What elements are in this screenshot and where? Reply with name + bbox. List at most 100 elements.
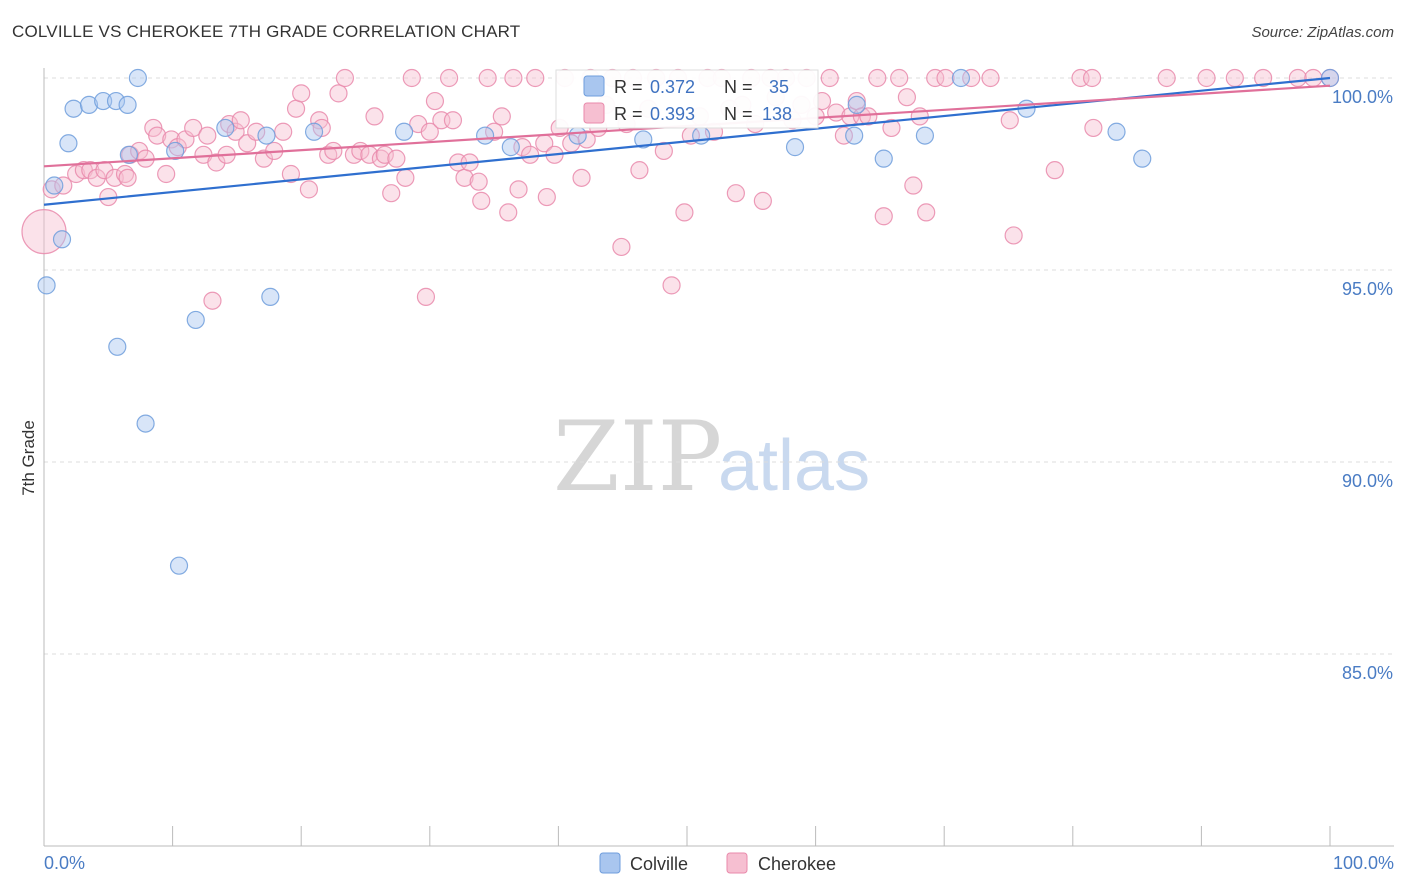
y-tick-label-1: 95.0%: [1342, 279, 1393, 299]
colville-point: [79, 95, 99, 114]
stats-box: R = 0.372 N = 35 R = 0.393 N = 138: [555, 69, 819, 129]
cherokee-point: [504, 68, 523, 88]
cherokee-point: [247, 122, 266, 141]
cherokee-point: [1045, 161, 1064, 180]
cherokee-point: [105, 168, 124, 187]
cherokee-point: [469, 172, 488, 191]
cherokee-point: [207, 153, 226, 172]
colville-point: [106, 91, 126, 111]
cherokee-point: [485, 122, 504, 141]
legend: Colville Cherokee: [599, 852, 836, 874]
cherokee-point: [890, 68, 909, 88]
cherokee-point: [820, 68, 839, 88]
cherokee-point: [834, 126, 853, 145]
y-axis-label: 7th Grade: [19, 420, 38, 496]
cherokee-point: [726, 184, 745, 203]
cherokee-point: [226, 122, 245, 141]
cherokee-point: [917, 203, 936, 222]
cherokee-point: [1197, 68, 1216, 88]
cherokee-point: [299, 180, 319, 199]
cherokee-point: [1082, 68, 1102, 88]
colville-point: [108, 337, 127, 356]
stats-colville-n-value: 35: [769, 77, 789, 97]
cherokee-point: [981, 68, 1000, 88]
cherokee-point: [387, 149, 406, 168]
legend-cherokee-label: Cherokee: [758, 854, 836, 874]
y-tick-labels: 100.0% 95.0% 90.0% 85.0%: [1332, 87, 1393, 683]
cherokee-point: [897, 88, 917, 107]
cherokee-point: [874, 207, 893, 226]
colville-point: [874, 149, 893, 168]
colville-point: [1133, 149, 1152, 168]
x-tick-label-min: 0.0%: [44, 853, 85, 873]
stats-colville-r-label: R =: [614, 77, 643, 97]
cherokee-point: [324, 141, 343, 161]
colville-points: [37, 68, 1340, 575]
cherokee-point: [1004, 226, 1023, 245]
colville-point: [128, 68, 147, 88]
cherokee-point: [274, 122, 293, 141]
stats-colville-r-value: 0.372: [650, 77, 695, 97]
cherokee-point: [478, 68, 497, 88]
cherokee-point: [203, 291, 222, 310]
colville-point: [94, 91, 113, 111]
cherokee-point: [868, 68, 887, 88]
gridlines: [44, 77, 1394, 655]
cherokee-point: [118, 168, 137, 187]
cherokee-point: [425, 91, 445, 111]
cherokee-point: [439, 68, 459, 88]
cherokee-point: [365, 107, 384, 126]
cherokee-point: [521, 145, 540, 164]
cherokee-point: [962, 68, 981, 88]
stats-cherokee-r-value: 0.393: [650, 104, 695, 124]
colville-point: [216, 118, 235, 138]
cherokee-point: [416, 287, 436, 306]
colville-point: [304, 122, 324, 141]
cherokee-point: [472, 191, 491, 210]
cherokee-point: [904, 176, 923, 195]
cherokee-point: [612, 237, 631, 257]
cherokee-point: [1157, 68, 1176, 88]
cherokee-point: [926, 68, 945, 88]
cherokee-point: [654, 141, 673, 161]
cherokee-point: [420, 122, 439, 141]
cherokee-point: [87, 168, 106, 187]
colville-point: [785, 138, 805, 157]
colville-point: [45, 176, 64, 195]
colville-point: [166, 141, 185, 161]
watermark-zip: ZIP: [553, 401, 722, 513]
colville-point: [52, 230, 72, 249]
y-tick-label-2: 90.0%: [1342, 471, 1393, 491]
cherokee-point: [335, 68, 355, 88]
colville-point: [501, 138, 520, 157]
cherokee-point: [148, 126, 167, 145]
x-tick-label-max: 100.0%: [1333, 853, 1394, 873]
cherokee-point: [329, 84, 348, 103]
cherokee-point: [1254, 68, 1273, 88]
cherokee-point: [286, 99, 306, 118]
cherokee-point: [526, 68, 545, 88]
colville-point: [257, 126, 276, 145]
chart-title: COLVILLE VS CHEROKEE 7TH GRADE CORRELATI…: [12, 22, 521, 41]
cherokee-point: [859, 107, 878, 126]
stats-colville-swatch: [583, 75, 605, 97]
cherokee-point: [492, 107, 511, 126]
stats-cherokee-swatch: [583, 102, 605, 124]
cherokee-point: [292, 84, 311, 103]
cherokee-point: [882, 118, 901, 138]
cherokee-point: [1288, 68, 1307, 88]
cherokee-point: [1225, 68, 1244, 88]
colville-point: [394, 122, 414, 141]
stats-cherokee-r-label: R =: [614, 104, 643, 124]
colville-point: [951, 68, 971, 88]
cherokee-point: [753, 191, 772, 210]
source-label: Source: ZipAtlas.com: [1251, 24, 1394, 41]
y-tick-label-0: 100.0%: [1332, 87, 1393, 107]
colville-point: [186, 310, 205, 330]
colville-point: [475, 126, 495, 145]
cherokee-point: [1000, 111, 1019, 130]
cherokee-point: [396, 168, 415, 187]
cherokee-point: [254, 149, 274, 168]
stats-cherokee-n-value: 138: [762, 104, 792, 124]
colville-point: [64, 99, 83, 118]
